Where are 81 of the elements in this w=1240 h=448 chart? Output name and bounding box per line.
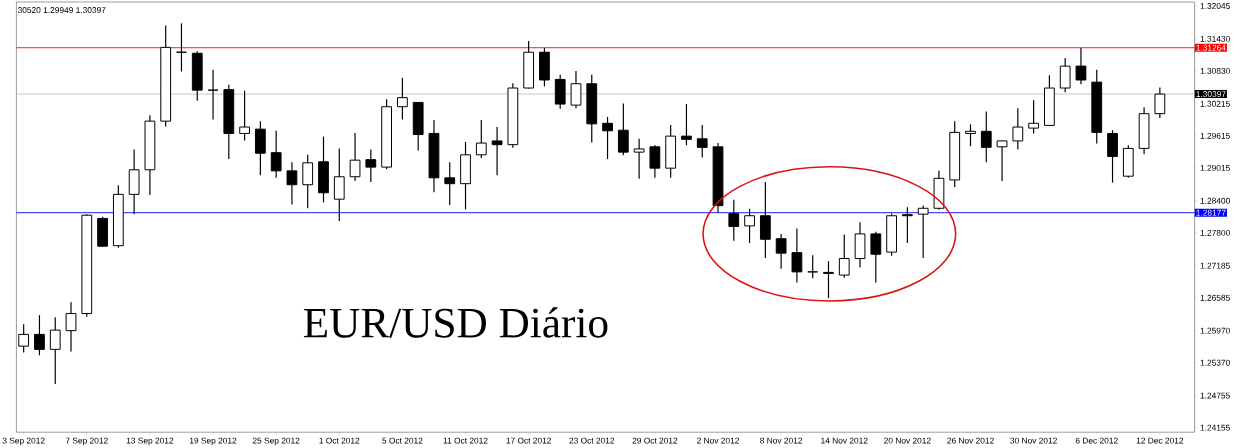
x-tick-label: 12 Dec 2012 — [1136, 437, 1184, 444]
candlestick — [696, 124, 708, 159]
candlestick — [1059, 57, 1071, 93]
x-tick-label: 11 Oct 2012 — [443, 437, 488, 444]
candlestick — [744, 208, 755, 244]
candlestick — [302, 154, 314, 209]
candlestick — [901, 206, 913, 244]
x-tick-label: 7 Sep 2012 — [65, 437, 108, 446]
candlestick — [34, 314, 45, 356]
candlestick — [1028, 99, 1040, 135]
x-tick-label: 19 Sep 2012 — [189, 437, 237, 446]
x-tick-label: 14 Nov 2012 — [821, 437, 868, 444]
candlestick — [838, 233, 850, 279]
x-tick-label: 5 Oct 2012 — [382, 437, 423, 444]
candlestick — [681, 103, 692, 146]
y-tick-label: 1.29015 — [1200, 164, 1230, 171]
candlestick — [728, 199, 740, 242]
candlestick — [333, 147, 345, 222]
y-tick-label: 1.25370 — [1200, 359, 1230, 366]
candlestick — [270, 130, 282, 179]
x-tick-label: 29 Oct 2012 — [632, 437, 678, 444]
candlestick — [602, 116, 613, 160]
candlestick — [759, 181, 771, 259]
candlestick — [649, 144, 661, 179]
y-tick-label: 1.30215 — [1200, 100, 1230, 107]
y-tick-label: 1.27800 — [1200, 229, 1230, 236]
candlestick — [1012, 107, 1024, 151]
x-tick-label: 20 Nov 2012 — [884, 437, 931, 444]
x-tick-label: 26 Nov 2012 — [947, 437, 994, 444]
candlestick — [633, 138, 645, 180]
candlestick — [1107, 129, 1118, 184]
candlestick — [49, 316, 61, 385]
candlestick — [397, 77, 408, 121]
y-tick-label: 1.26585 — [1200, 294, 1230, 301]
candlestick — [996, 139, 1008, 182]
text: EUR/USD Diário — [303, 307, 608, 338]
x-tick-label: 23 Oct 2012 — [569, 437, 615, 444]
y-tick-label: 1.24155 — [1200, 424, 1230, 431]
x-tick-label: 13 Sep 2012 — [126, 437, 174, 446]
candlestick — [65, 301, 77, 353]
y-tick-label: 1.24755 — [1200, 392, 1230, 399]
candlestick — [917, 205, 929, 259]
candlestick — [791, 227, 803, 284]
candlestick — [349, 132, 361, 182]
candlestick — [775, 233, 787, 270]
y-tick-label: 1.27185 — [1200, 262, 1230, 269]
ref-line-label: 1.28177 — [1196, 209, 1226, 216]
x-tick-label: 17 Oct 2012 — [506, 437, 551, 444]
y-tick-label: 1.28400 — [1200, 197, 1230, 204]
x-tick-label: 25 Sep 2012 — [252, 437, 300, 446]
x-tick-label: 1 Oct 2012 — [319, 437, 360, 444]
candlestick — [807, 254, 819, 279]
y-tick-label: 1.32045 — [1200, 3, 1230, 9]
candlestick — [444, 161, 456, 206]
y-tick-label: 1.29615 — [1200, 132, 1230, 139]
candlestick — [570, 70, 582, 109]
candlestick — [870, 231, 882, 284]
candlestick — [823, 260, 834, 299]
x-tick-label: 30 Nov 2012 — [1010, 437, 1057, 444]
candlestick — [965, 123, 976, 147]
candlestick — [1154, 86, 1166, 119]
y-tick-label: 1.31430 — [1200, 35, 1230, 42]
candlestick — [207, 69, 219, 121]
x-tick-label: 2 Nov 2012 — [697, 437, 739, 444]
ref-line-label: 1.30397 — [1196, 91, 1226, 98]
y-tick-label: 1.30830 — [1200, 67, 1230, 74]
candlestick — [286, 161, 298, 206]
candlestick — [365, 148, 377, 183]
y-tick-label: 1.25970 — [1200, 327, 1230, 334]
candlestick — [980, 110, 992, 163]
annotation: 30520 1.29949 1.30397 — [17, 7, 106, 14]
candlestick — [1075, 47, 1087, 85]
candlestick — [239, 90, 250, 141]
ref-line-label: 1.31264 — [1196, 44, 1226, 51]
candlestick — [475, 119, 487, 159]
candlestick — [617, 102, 629, 156]
x-tick-label: 6 Dec 2012 — [1075, 437, 1118, 444]
candlestick — [176, 22, 187, 73]
x-tick-label: 3 Sep 2012 — [2, 437, 45, 446]
x-tick-label: 8 Nov 2012 — [760, 437, 803, 444]
candlestick — [491, 126, 503, 176]
